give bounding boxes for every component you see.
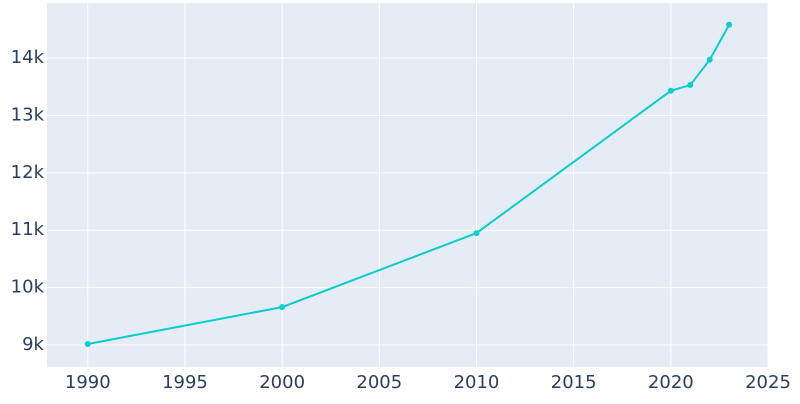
x-tick-label: 2020 [648,372,694,393]
x-tick-label: 2005 [356,372,402,393]
y-tick-label: 14k [11,47,45,68]
x-tick-label: 2010 [454,372,500,393]
x-tick-label: 2000 [259,372,305,393]
point [84,340,91,347]
x-tick-label: 2015 [551,372,597,393]
point [706,56,713,63]
y-tick-label: 12k [11,162,45,183]
y-tick-label: 9k [22,334,44,355]
point [687,82,694,89]
point [726,21,733,28]
plot-background [47,3,768,367]
x-tick-label: 1995 [162,372,208,393]
y-tick-label: 10k [11,277,45,298]
y-tick-label: 11k [11,219,45,240]
x-tick-label: 1990 [65,372,111,393]
point [279,304,286,311]
x-tick-label: 2025 [745,372,791,393]
y-tick-label: 13k [11,104,45,125]
point [667,87,674,94]
point [473,230,480,237]
